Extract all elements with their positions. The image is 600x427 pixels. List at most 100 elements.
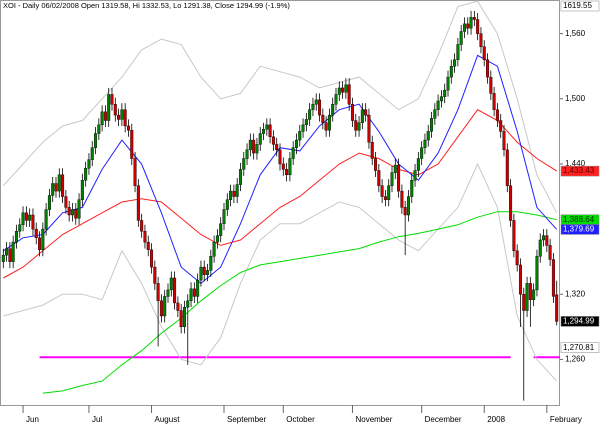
candle-body: [120, 109, 124, 120]
candle-body: [357, 122, 361, 131]
candle-body: [163, 296, 167, 317]
candle-body: [225, 199, 229, 210]
candle-body: [212, 241, 216, 257]
candle-body: [146, 241, 150, 250]
candle-body: [423, 139, 427, 148]
y-tick-label: 1,500: [565, 94, 586, 103]
candle-body: [8, 248, 12, 262]
candle-body: [502, 131, 506, 151]
candle-body: [364, 109, 368, 116]
candle-body: [489, 76, 493, 94]
candle-body: [41, 228, 45, 250]
candle-body: [67, 207, 71, 216]
candle-body: [11, 241, 15, 262]
candle-body: [182, 307, 186, 328]
candle-body: [538, 239, 542, 257]
y-tick-label: 1,260: [565, 355, 586, 364]
candle-body: [14, 231, 18, 243]
candle-body: [321, 114, 325, 123]
candle-body: [367, 114, 371, 143]
candle-body: [288, 158, 292, 176]
candle-body: [107, 94, 111, 121]
candle-body: [347, 84, 351, 105]
candle-body: [159, 300, 163, 317]
candle-body: [229, 190, 233, 200]
candle-body: [308, 109, 312, 120]
x-tick-label: December: [425, 415, 462, 424]
candle-body: [143, 231, 147, 243]
chart-title: XOI - Daily 06/02/2008 Open 1319.58, Hi …: [3, 1, 290, 10]
x-tick-label: Jun: [26, 415, 39, 424]
candle-body: [532, 289, 536, 300]
candle-body: [150, 249, 154, 268]
candle-body: [202, 266, 206, 275]
candle-body: [426, 131, 430, 141]
overlay-line: [3, 109, 557, 279]
candle-body: [117, 114, 121, 120]
candle-body: [34, 228, 38, 238]
candle-body: [555, 294, 559, 322]
candle-body: [271, 136, 275, 145]
candle-body: [390, 172, 394, 186]
candle-body: [482, 46, 486, 60]
candle-body: [252, 139, 256, 154]
candle-body: [331, 104, 335, 116]
candle-body: [265, 124, 269, 130]
candle-body: [420, 147, 424, 159]
candle-body: [219, 223, 223, 236]
candle-body: [74, 209, 78, 219]
candle-body: [84, 168, 88, 181]
candle-body: [360, 109, 364, 123]
candle-body: [248, 139, 252, 151]
candle-body: [383, 196, 387, 200]
candle-body: [245, 149, 249, 159]
overlay-line: [3, 162, 558, 382]
candle-body: [5, 248, 9, 256]
candle-body: [44, 209, 48, 230]
candle-body: [278, 149, 282, 165]
candle-body: [456, 44, 460, 60]
y-tick-label: 1,440: [565, 159, 586, 168]
candle-body: [103, 111, 107, 121]
candle-body: [186, 300, 190, 308]
candle-body: [38, 237, 42, 250]
candle-body: [453, 59, 457, 67]
candle-body: [298, 131, 302, 141]
x-tick-label: 2008: [487, 415, 505, 424]
price-label: 1,433.43: [563, 166, 595, 175]
candle-body: [495, 109, 499, 121]
y-tick-label: 1,560: [565, 29, 586, 38]
price-label-box: [560, 224, 600, 235]
candle-body: [374, 158, 378, 171]
candle-body: [173, 277, 177, 304]
price-label: 1,294.99: [563, 317, 595, 326]
candle-body: [222, 209, 226, 224]
candle-body: [518, 264, 522, 295]
x-tick-label: October: [286, 415, 315, 424]
candle-body: [397, 164, 401, 192]
candle-body: [472, 17, 476, 20]
candle-body: [169, 277, 173, 291]
candle-body: [21, 212, 25, 225]
candle-body: [294, 139, 298, 148]
price-label: 1,379.69: [563, 225, 595, 234]
candle-body: [209, 256, 213, 271]
x-tick-label: November: [355, 415, 392, 424]
candle-body: [334, 94, 338, 105]
candle-body: [28, 214, 32, 221]
candle-body: [196, 279, 200, 297]
candle-body: [166, 289, 170, 297]
price-label: 1619.55: [563, 1, 592, 10]
candle-body: [136, 185, 140, 221]
candle-body: [133, 158, 137, 186]
overlay-line: [2, 0, 558, 214]
candle-body: [499, 120, 503, 132]
candle-body: [476, 19, 480, 34]
candle-body: [126, 125, 130, 131]
candle-body: [509, 185, 513, 221]
candle-body: [281, 163, 285, 170]
candle-body: [311, 104, 315, 110]
candle-body: [515, 250, 519, 266]
candle-body: [393, 164, 397, 173]
x-tick-label: September: [227, 415, 266, 424]
